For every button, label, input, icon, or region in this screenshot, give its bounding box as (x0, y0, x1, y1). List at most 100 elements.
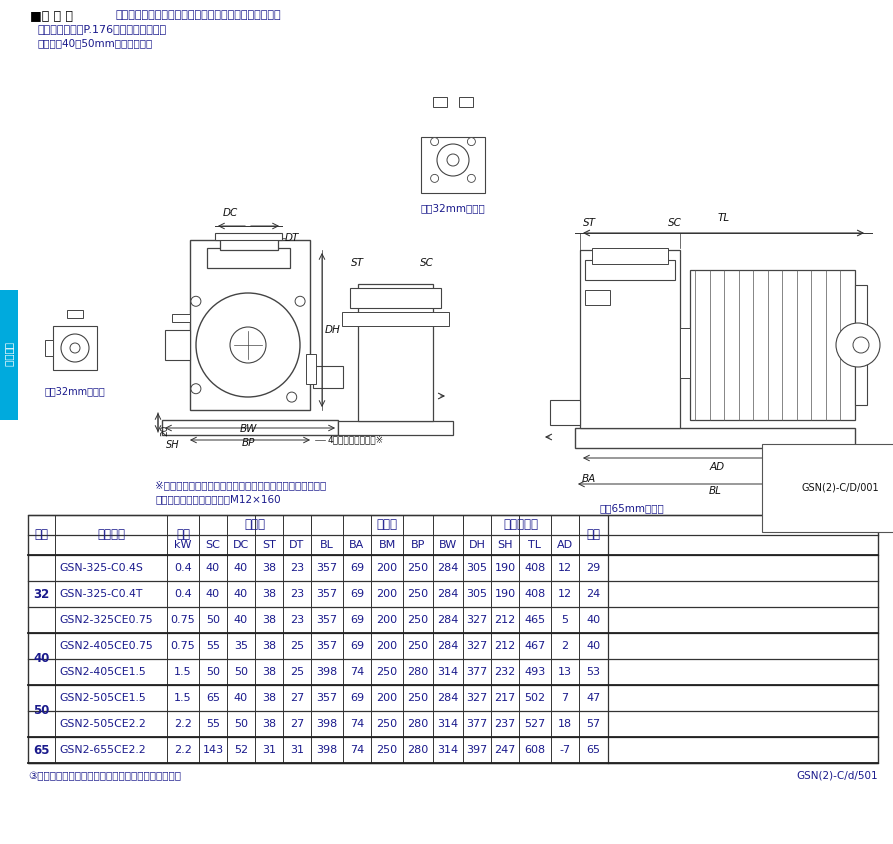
Circle shape (437, 144, 469, 176)
Text: 237: 237 (495, 719, 515, 729)
Text: 527: 527 (524, 719, 546, 729)
Text: DT: DT (289, 540, 305, 550)
Bar (190, 240, 310, 410)
Text: 65: 65 (206, 693, 220, 703)
Text: 357: 357 (316, 641, 338, 651)
Text: 314: 314 (438, 667, 459, 677)
Text: 質量: 質量 (587, 528, 600, 542)
Text: 398: 398 (316, 745, 338, 755)
Bar (45, 340, 53, 356)
Text: 200: 200 (377, 615, 397, 625)
Text: 50: 50 (234, 719, 248, 729)
Text: 305: 305 (466, 589, 488, 599)
Bar (53, 326, 97, 370)
Text: 143: 143 (203, 745, 223, 755)
Text: 38: 38 (262, 641, 276, 651)
Text: 493: 493 (524, 667, 546, 677)
Circle shape (191, 384, 201, 393)
Text: GSN2-505CE2.2: GSN2-505CE2.2 (59, 719, 146, 729)
Text: SC: SC (205, 540, 221, 550)
Text: 32: 32 (33, 587, 50, 600)
Text: 284: 284 (438, 563, 459, 573)
Bar (207, 248, 290, 268)
Text: 40: 40 (234, 563, 248, 573)
Circle shape (287, 392, 296, 402)
Text: 18: 18 (558, 719, 572, 729)
Text: 280: 280 (407, 719, 429, 729)
Text: タービン: タービン (4, 343, 14, 367)
Text: 69: 69 (350, 563, 364, 573)
Text: BW: BW (438, 540, 457, 550)
Text: AD: AD (710, 462, 725, 472)
Bar (0, 290, 18, 420)
Text: 250: 250 (377, 719, 397, 729)
Text: 65: 65 (587, 745, 600, 755)
Text: 398: 398 (316, 667, 338, 677)
Text: 口彄32mmの場合: 口彄32mmの場合 (45, 386, 105, 396)
Text: 200: 200 (377, 641, 397, 651)
Text: 408: 408 (524, 563, 546, 573)
Text: 25: 25 (290, 641, 304, 651)
Text: 200: 200 (377, 563, 397, 573)
Text: GSN(2)-C/d/501: GSN(2)-C/d/501 (797, 771, 878, 781)
Text: 69: 69 (350, 693, 364, 703)
Bar (172, 314, 190, 322)
Text: 31: 31 (262, 745, 276, 755)
Text: BM: BM (772, 474, 789, 484)
Text: 284: 284 (438, 589, 459, 599)
Text: 190: 190 (495, 589, 515, 599)
Circle shape (467, 175, 475, 182)
Text: 35: 35 (234, 641, 248, 651)
Text: 13: 13 (558, 667, 572, 677)
Text: 65: 65 (33, 744, 50, 756)
Text: ST: ST (262, 540, 276, 550)
Text: 250: 250 (407, 589, 429, 599)
Text: 29: 29 (587, 563, 601, 573)
Text: 組合せ寸法: 組合せ寸法 (504, 518, 538, 532)
Text: 74: 74 (350, 719, 364, 729)
Text: 1.5: 1.5 (174, 667, 192, 677)
Text: 327: 327 (466, 615, 488, 625)
Circle shape (853, 337, 869, 353)
Text: 377: 377 (466, 667, 488, 677)
Text: 247: 247 (495, 745, 515, 755)
Text: 口径: 口径 (35, 528, 48, 542)
Text: DC: DC (222, 208, 238, 218)
Text: 25: 25 (290, 667, 304, 677)
Text: 327: 327 (466, 693, 488, 703)
Text: ベース: ベース (377, 518, 397, 532)
Text: 305: 305 (466, 563, 488, 573)
Bar (433, 97, 447, 107)
Text: 図は口彄40・50mmの場合です。: 図は口彄40・50mmの場合です。 (38, 38, 154, 48)
Text: BW: BW (239, 424, 256, 434)
Bar (28, 515, 878, 763)
Text: 69: 69 (350, 615, 364, 625)
Text: 12: 12 (558, 563, 572, 573)
Text: ポンプ: ポンプ (245, 518, 265, 532)
Text: 2.2: 2.2 (174, 745, 192, 755)
Text: 24: 24 (587, 589, 601, 599)
Text: 212: 212 (495, 641, 515, 651)
Bar (313, 366, 343, 388)
Text: 38: 38 (262, 563, 276, 573)
Text: 4－推奨基礎ボルト※: 4－推奨基礎ボルト※ (328, 436, 384, 445)
Text: 出力: 出力 (176, 528, 190, 542)
Text: ③表中のマイナス寸法は、図と反対方向を表します。: ③表中のマイナス寸法は、図と反対方向を表します。 (28, 771, 181, 781)
Text: 190: 190 (495, 563, 515, 573)
Text: 357: 357 (316, 589, 338, 599)
Text: GSN2-405CE0.75: GSN2-405CE0.75 (59, 641, 153, 651)
Text: 口彄32mmの場合: 口彄32mmの場合 (421, 203, 486, 213)
Bar (342, 312, 449, 326)
Circle shape (61, 334, 89, 362)
Text: DH: DH (469, 540, 486, 550)
Bar (215, 233, 282, 240)
Bar (338, 421, 453, 435)
Text: 31: 31 (290, 745, 304, 755)
Text: GSN2-325CE0.75: GSN2-325CE0.75 (59, 615, 153, 625)
Text: GSN(2)-C/D/001: GSN(2)-C/D/001 (801, 483, 879, 493)
Text: GSN2-505CE1.5: GSN2-505CE1.5 (59, 693, 146, 703)
Text: 実施計画に際しましては納入仕様書をご請求ください。: 実施計画に際しましては納入仕様書をご請求ください。 (115, 10, 280, 20)
Text: AD: AD (557, 540, 573, 550)
Text: 232: 232 (495, 667, 515, 677)
Text: 38: 38 (262, 667, 276, 677)
